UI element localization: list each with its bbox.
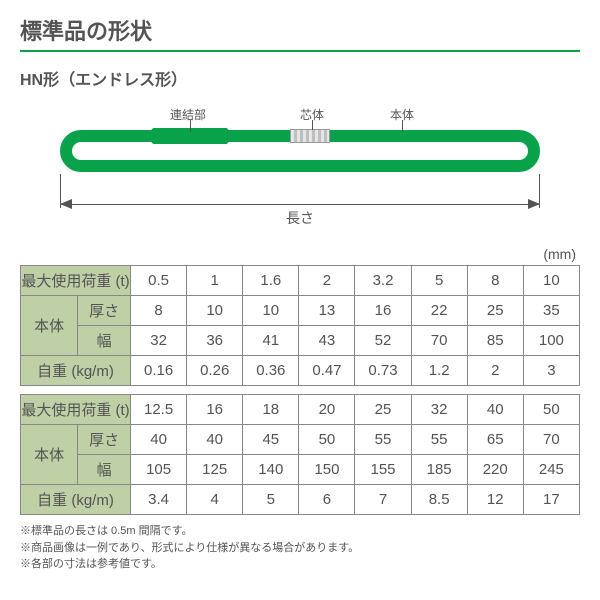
cell: 20	[299, 395, 355, 425]
cell: 55	[411, 425, 467, 455]
cell: 13	[299, 296, 355, 326]
cell: 125	[187, 455, 243, 485]
cell: 10	[243, 296, 299, 326]
cell: 35	[523, 296, 579, 326]
lead-core	[312, 120, 313, 130]
cell: 25	[467, 296, 523, 326]
cell: 5	[243, 485, 299, 515]
cell: 220	[467, 455, 523, 485]
lead-joint	[190, 120, 191, 132]
cell: 40	[131, 425, 187, 455]
hdr-maxload: 最大使用荷重 (t)	[21, 395, 131, 425]
cell: 12	[467, 485, 523, 515]
hdr-selfweight: 自重 (kg/m)	[21, 356, 131, 386]
label-joint: 連結部	[170, 106, 206, 123]
cell: 55	[355, 425, 411, 455]
cell: 32	[131, 326, 187, 356]
cell: 50	[299, 425, 355, 455]
cell: 100	[523, 326, 579, 356]
cell: 16	[355, 296, 411, 326]
hdr-thickness: 厚さ	[78, 296, 131, 326]
spec-table-2: 最大使用荷重 (t) 12.5 16 18 20 25 32 40 50 本体 …	[20, 394, 580, 515]
dim-length-label: 長さ	[20, 208, 580, 228]
cell: 50	[523, 395, 579, 425]
cell: 65	[467, 425, 523, 455]
hdr-width: 幅	[78, 455, 131, 485]
cell: 32	[411, 395, 467, 425]
cell: 43	[299, 326, 355, 356]
cell: 25	[355, 395, 411, 425]
notes: ※標準品の長さは 0.5m 間隔です。 ※商品画像は一例であり、形式により仕様が…	[20, 523, 580, 573]
cell: 140	[243, 455, 299, 485]
cell: 40	[467, 395, 523, 425]
note-line: ※標準品の長さは 0.5m 間隔です。	[20, 523, 580, 540]
sling-core	[290, 129, 330, 143]
cell: 12.5	[131, 395, 187, 425]
cell: 0.26	[187, 356, 243, 386]
cell: 0.47	[299, 356, 355, 386]
lead-body	[402, 120, 403, 132]
cell: 70	[523, 425, 579, 455]
cell: 150	[299, 455, 355, 485]
cell: 0.73	[355, 356, 411, 386]
hdr-selfweight: 自重 (kg/m)	[21, 485, 131, 515]
cell: 52	[355, 326, 411, 356]
dim-line	[60, 204, 540, 205]
cell: 1	[187, 266, 243, 296]
cell: 105	[131, 455, 187, 485]
hdr-maxload: 最大使用荷重 (t)	[21, 266, 131, 296]
cell: 36	[187, 326, 243, 356]
cell: 6	[299, 485, 355, 515]
cell: 22	[411, 296, 467, 326]
cell: 10	[523, 266, 579, 296]
cell: 1.6	[243, 266, 299, 296]
cell: 8	[131, 296, 187, 326]
page-title: 標準品の形状	[20, 14, 580, 52]
spec-table-1: 最大使用荷重 (t) 0.5 1 1.6 2 3.2 5 8 10 本体 厚さ …	[20, 265, 580, 386]
unit-label: (mm)	[20, 246, 580, 262]
cell: 85	[467, 326, 523, 356]
cell: 1.2	[411, 356, 467, 386]
note-line: ※各部の寸法は参考値です。	[20, 556, 580, 573]
cell: 45	[243, 425, 299, 455]
cell: 41	[243, 326, 299, 356]
cell: 0.36	[243, 356, 299, 386]
cell: 2	[299, 266, 355, 296]
cell: 185	[411, 455, 467, 485]
cell: 17	[523, 485, 579, 515]
hdr-width: 幅	[78, 326, 131, 356]
subtitle: HN形（エンドレス形）	[20, 66, 580, 90]
note-line: ※商品画像は一例であり、形式により仕様が異なる場合があります。	[20, 540, 580, 557]
cell: 245	[523, 455, 579, 485]
cell: 3.4	[131, 485, 187, 515]
cell: 10	[187, 296, 243, 326]
cell: 18	[243, 395, 299, 425]
cell: 16	[187, 395, 243, 425]
cell: 8.5	[411, 485, 467, 515]
hdr-thickness: 厚さ	[78, 425, 131, 455]
cell: 4	[187, 485, 243, 515]
cell: 3.2	[355, 266, 411, 296]
cell: 0.5	[131, 266, 187, 296]
sling-diagram: 連結部 芯体 本体 長さ	[20, 100, 580, 240]
cell: 3	[523, 356, 579, 386]
cell: 0.16	[131, 356, 187, 386]
hdr-body: 本体	[21, 425, 78, 485]
cell: 40	[187, 425, 243, 455]
cell: 5	[411, 266, 467, 296]
cell: 70	[411, 326, 467, 356]
cell: 2	[467, 356, 523, 386]
hdr-body: 本体	[21, 296, 78, 356]
cell: 7	[355, 485, 411, 515]
cell: 8	[467, 266, 523, 296]
cell: 155	[355, 455, 411, 485]
